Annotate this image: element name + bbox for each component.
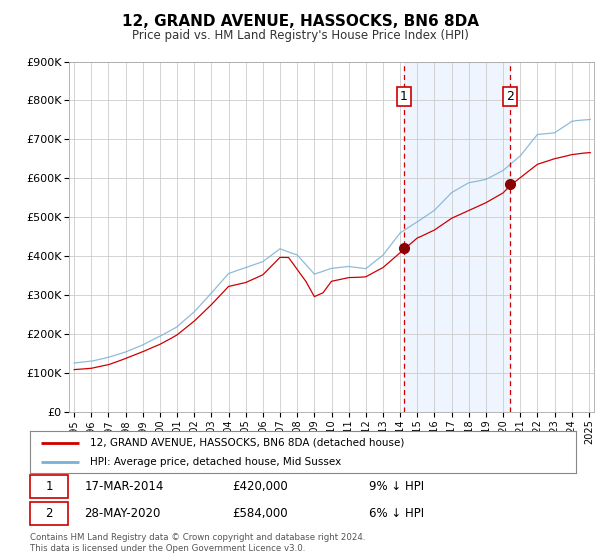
Text: £584,000: £584,000	[232, 507, 287, 520]
Text: 12, GRAND AVENUE, HASSOCKS, BN6 8DA (detached house): 12, GRAND AVENUE, HASSOCKS, BN6 8DA (det…	[90, 438, 404, 448]
Text: 1: 1	[400, 90, 407, 103]
Text: 2: 2	[506, 90, 514, 103]
Text: 12, GRAND AVENUE, HASSOCKS, BN6 8DA: 12, GRAND AVENUE, HASSOCKS, BN6 8DA	[121, 14, 479, 29]
Text: Contains HM Land Registry data © Crown copyright and database right 2024.
This d: Contains HM Land Registry data © Crown c…	[30, 533, 365, 553]
Text: 28-MAY-2020: 28-MAY-2020	[85, 507, 161, 520]
Text: £420,000: £420,000	[232, 480, 288, 493]
FancyBboxPatch shape	[30, 502, 68, 525]
Bar	[404, 62, 510, 412]
Text: 9% ↓ HPI: 9% ↓ HPI	[368, 480, 424, 493]
FancyBboxPatch shape	[30, 475, 68, 498]
Text: HPI: Average price, detached house, Mid Sussex: HPI: Average price, detached house, Mid …	[90, 458, 341, 467]
Text: 17-MAR-2014: 17-MAR-2014	[85, 480, 164, 493]
Text: 2: 2	[46, 507, 53, 520]
Text: Price paid vs. HM Land Registry's House Price Index (HPI): Price paid vs. HM Land Registry's House …	[131, 29, 469, 42]
Text: 6% ↓ HPI: 6% ↓ HPI	[368, 507, 424, 520]
Text: 1: 1	[46, 480, 53, 493]
